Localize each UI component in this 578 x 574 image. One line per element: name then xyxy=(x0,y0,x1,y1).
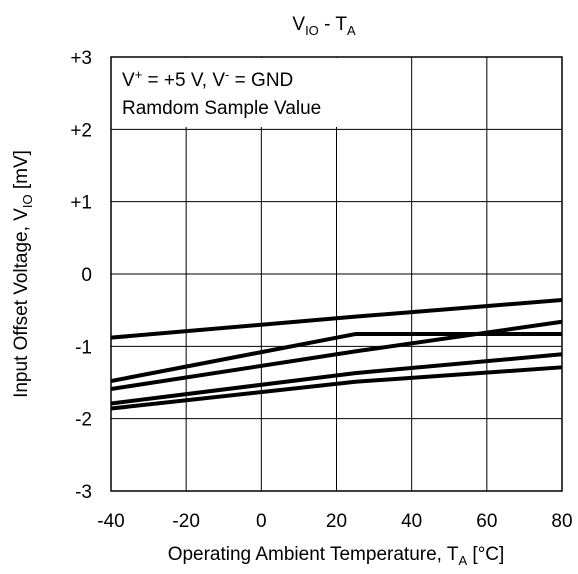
x-tick-label: 0 xyxy=(256,511,267,532)
y-tick-label: -2 xyxy=(75,410,92,431)
x-tick-labels: -40 -20 0 20 40 60 80 xyxy=(97,511,572,532)
annotation-line-2: Ramdom Sample Value xyxy=(122,98,321,119)
y-tick-labels: +3 +2 +1 0 -1 -2 -3 xyxy=(70,48,92,503)
y-axis-label: Input Offset Voltage, VIO [mV] xyxy=(11,150,35,398)
chart-title: VIO - TA xyxy=(292,14,356,38)
x-tick-label: 80 xyxy=(551,511,572,532)
x-tick-label: -40 xyxy=(97,511,124,532)
x-tick-label: -20 xyxy=(172,511,199,532)
annotation-line-1: V+ = +5 V, V- = GND xyxy=(122,67,293,91)
x-tick-label: 40 xyxy=(401,511,422,532)
x-axis-label: Operating Ambient Temperature, TA [°C] xyxy=(168,544,505,568)
y-tick-label: +1 xyxy=(70,193,92,214)
x-tick-label: 20 xyxy=(326,511,347,532)
y-tick-label: -3 xyxy=(75,482,92,503)
x-tick-label: 60 xyxy=(476,511,497,532)
y-tick-label: +3 xyxy=(70,48,92,69)
y-tick-label: +2 xyxy=(70,120,92,141)
y-tick-label: 0 xyxy=(81,265,92,286)
y-tick-label: -1 xyxy=(75,337,92,358)
